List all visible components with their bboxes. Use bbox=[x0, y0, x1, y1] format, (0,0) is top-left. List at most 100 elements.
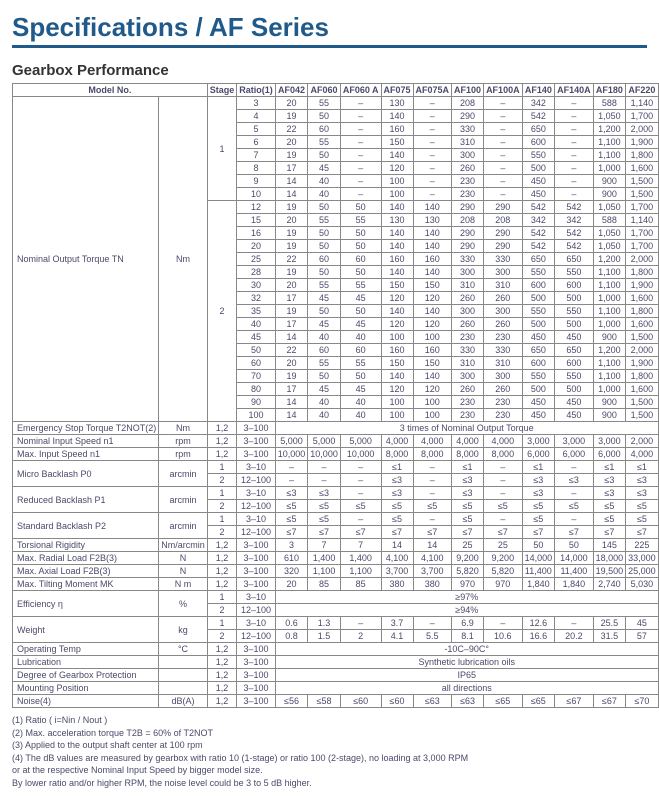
cell: 290 bbox=[484, 240, 523, 253]
cell: 30 bbox=[237, 279, 276, 292]
cell: 1,500 bbox=[626, 409, 659, 422]
cell: 5,000 bbox=[275, 435, 308, 448]
cell: 260 bbox=[484, 292, 523, 305]
cell bbox=[159, 656, 208, 669]
cell: 260 bbox=[452, 383, 484, 396]
cell: ≤5 bbox=[452, 513, 484, 526]
cell: 450 bbox=[555, 409, 594, 422]
cell: 150 bbox=[413, 279, 452, 292]
cell: ≤7 bbox=[275, 526, 308, 539]
cell: 230 bbox=[484, 331, 523, 344]
cell: 40 bbox=[308, 331, 341, 344]
cell: ≤5 bbox=[626, 513, 659, 526]
cell: 12–100 bbox=[237, 474, 276, 487]
cell: rpm bbox=[159, 435, 208, 448]
cell: 450 bbox=[522, 331, 555, 344]
cell: – bbox=[484, 123, 523, 136]
cell: 8.1 bbox=[452, 630, 484, 643]
cell: ≤3 bbox=[381, 474, 413, 487]
cell: 60 bbox=[237, 357, 276, 370]
cell: 1,000 bbox=[593, 383, 626, 396]
cell: arcmin bbox=[159, 513, 208, 539]
cell: 260 bbox=[452, 292, 484, 305]
cell: 1,700 bbox=[626, 227, 659, 240]
cell: – bbox=[340, 110, 381, 123]
cell: 1,400 bbox=[308, 552, 341, 565]
cell: – bbox=[413, 513, 452, 526]
cell: – bbox=[413, 97, 452, 110]
cell: 542 bbox=[522, 201, 555, 214]
cell: ≤3 bbox=[626, 474, 659, 487]
cell: 45 bbox=[308, 292, 341, 305]
cell: ≤3 bbox=[381, 487, 413, 500]
cell: 25,000 bbox=[626, 565, 659, 578]
cell: 550 bbox=[555, 266, 594, 279]
cell: 330 bbox=[452, 123, 484, 136]
cell: 1,840 bbox=[522, 578, 555, 591]
cell: – bbox=[484, 136, 523, 149]
cell: -10C–90C° bbox=[275, 643, 658, 656]
cell: 1,2 bbox=[207, 643, 237, 656]
cell: – bbox=[340, 149, 381, 162]
cell: N bbox=[159, 565, 208, 578]
cell: 1,400 bbox=[340, 552, 381, 565]
cell: 100 bbox=[381, 331, 413, 344]
cell: ≤7 bbox=[381, 526, 413, 539]
cell: Nm bbox=[159, 97, 208, 422]
cell: 380 bbox=[381, 578, 413, 591]
cell: – bbox=[413, 149, 452, 162]
cell: ≤5 bbox=[522, 500, 555, 513]
cell: ≥97% bbox=[275, 591, 658, 604]
cell: ≤7 bbox=[413, 526, 452, 539]
cell: ≤3 bbox=[452, 474, 484, 487]
cell: 600 bbox=[522, 136, 555, 149]
cell: 10.6 bbox=[484, 630, 523, 643]
cell: 140 bbox=[413, 227, 452, 240]
cell: 1,500 bbox=[626, 175, 659, 188]
cell: 3–100 bbox=[237, 656, 276, 669]
footnote-line: (1) Ratio ( i=Nin / Nout ) bbox=[12, 714, 647, 727]
cell: 40 bbox=[308, 396, 341, 409]
cell: – bbox=[555, 162, 594, 175]
cell: 12.6 bbox=[522, 617, 555, 630]
cell: 1 bbox=[207, 461, 237, 474]
cell: 45 bbox=[237, 331, 276, 344]
cell: 40 bbox=[308, 175, 341, 188]
cell: 1,600 bbox=[626, 292, 659, 305]
cell: 130 bbox=[381, 97, 413, 110]
cell: ≥94% bbox=[275, 604, 658, 617]
cell: 5,820 bbox=[452, 565, 484, 578]
cell: 19 bbox=[275, 240, 308, 253]
cell: ≤65 bbox=[522, 695, 555, 708]
cell: – bbox=[413, 175, 452, 188]
cell: – bbox=[484, 461, 523, 474]
cell: 3,700 bbox=[381, 565, 413, 578]
cell: 1,200 bbox=[593, 344, 626, 357]
cell: – bbox=[484, 149, 523, 162]
cell: 22 bbox=[275, 123, 308, 136]
cell: 100 bbox=[381, 396, 413, 409]
cell: 1,000 bbox=[593, 162, 626, 175]
cell: ≤5 bbox=[275, 500, 308, 513]
cell: 3–10 bbox=[237, 487, 276, 500]
cell: ≤5 bbox=[308, 500, 341, 513]
cell: 542 bbox=[555, 240, 594, 253]
cell: 4,000 bbox=[626, 448, 659, 461]
cell: 610 bbox=[275, 552, 308, 565]
cell: 20 bbox=[275, 214, 308, 227]
cell: 342 bbox=[522, 214, 555, 227]
cell: 450 bbox=[522, 188, 555, 201]
cell: 310 bbox=[484, 357, 523, 370]
cell: 100 bbox=[413, 409, 452, 422]
cell: 19 bbox=[275, 201, 308, 214]
cell: 500 bbox=[522, 292, 555, 305]
cell: N m bbox=[159, 578, 208, 591]
cell: 35 bbox=[237, 305, 276, 318]
cell: °C bbox=[159, 643, 208, 656]
cell: Micro Backlash P0 bbox=[13, 461, 159, 487]
cell: Max. Tilting Moment MK bbox=[13, 578, 159, 591]
cell: 310 bbox=[452, 279, 484, 292]
cell: Max. Radial Load F2B(3) bbox=[13, 552, 159, 565]
cell: 80 bbox=[237, 383, 276, 396]
cell: – bbox=[340, 461, 381, 474]
